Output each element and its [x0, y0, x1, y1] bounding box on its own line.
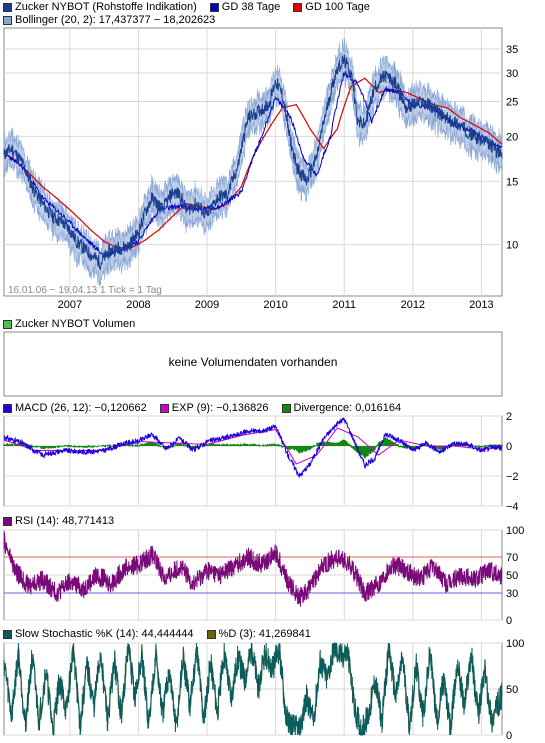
- legend-gd100: GD 100 Tage: [290, 1, 370, 13]
- legend-stoch-k-label: Slow Stochastic %K (14): 44,444444: [15, 628, 194, 640]
- macd-line: [3, 417, 503, 478]
- price-swatch: [3, 2, 12, 12]
- legend-bollinger: Bollinger (20, 2): 17,437377 − 18,202623: [0, 14, 215, 26]
- rsi-series: [3, 531, 503, 607]
- rsi-panel: 100 70 50 30 0: [3, 525, 524, 627]
- legend-stoch-k: Slow Stochastic %K (14): 44,444444: [0, 628, 194, 640]
- stoch-k-swatch: [3, 629, 12, 639]
- macd-y-axis: 2 0 −2 −4: [506, 411, 519, 513]
- divergence-swatch: [281, 403, 291, 413]
- macd-y-tick-label: 0: [506, 441, 512, 453]
- rsi-y-tick-label: 70: [506, 552, 518, 564]
- legend-exp-label: EXP (9): −0,136826: [171, 402, 269, 414]
- rsi-y-tick-label: 100: [506, 525, 524, 537]
- legend-stoch-d-label: %D (3): 41,269841: [218, 628, 311, 640]
- bollinger-legend: Bollinger (20, 2): 17,437377 − 18,202623: [0, 13, 225, 27]
- price-y-tick-label: 35: [506, 44, 518, 56]
- price-grid: [4, 28, 502, 296]
- macd-y-tick-label: −4: [506, 501, 519, 513]
- rsi-line: [3, 531, 503, 607]
- bollinger-band: [3, 38, 503, 288]
- legend-rsi: RSI (14): 48,771413: [0, 515, 114, 527]
- macd-swatch: [3, 403, 12, 413]
- price-x-axis: 2007 2008 2009 2010 2011 2012 2013: [58, 299, 494, 311]
- date-range-info: 16.01.06 − 19.04.13 1 Tick = 1 Tag: [8, 285, 162, 296]
- legend-divergence: Divergence: 0,016164: [279, 402, 402, 414]
- price-y-tick-label: 15: [506, 176, 518, 188]
- price-panel: 10 15 20 25 30 35 2007 2008 2009 2010 2011 2012 201…: [3, 27, 518, 311]
- stoch-panel: 100 50 0: [3, 638, 524, 742]
- stoch-series: [3, 642, 503, 737]
- price-x-tick-label: 2013: [469, 299, 493, 311]
- price-y-tick-label: 20: [506, 131, 518, 143]
- volume-frame: [3, 331, 503, 397]
- legend-macd-label: MACD (26, 12): −0,120662: [15, 402, 147, 414]
- no-volume-message: keine Volumendaten vorhanden: [169, 355, 338, 369]
- legend-gd38-label: GD 38 Tage: [221, 1, 281, 13]
- legend-exp: EXP (9): −0,136826: [157, 402, 269, 414]
- macd-legend: MACD (26, 12): −0,120662 EXP (9): −0,136…: [0, 401, 411, 415]
- legend-rsi-label: RSI (14): 48,771413: [15, 515, 115, 527]
- price-series: [3, 38, 503, 288]
- rsi-y-tick-label: 30: [506, 588, 518, 600]
- price-x-tick-label: 2012: [401, 299, 425, 311]
- price-y-tick-label: 30: [506, 68, 518, 80]
- bollinger-swatch: [3, 15, 12, 25]
- exp-swatch: [159, 403, 169, 413]
- legend-divergence-label: Divergence: 0,016164: [293, 402, 402, 414]
- gd38-swatch: [209, 2, 219, 12]
- stoch-y-tick-label: 100: [506, 638, 524, 650]
- legend-volume-label: Zucker NYBOT Volumen: [15, 318, 136, 330]
- price-x-tick-label: 2009: [195, 299, 219, 311]
- macd-grid: [4, 415, 502, 507]
- stoch-y-tick-label: 0: [506, 730, 512, 742]
- macd-y-tick-label: −2: [506, 471, 519, 483]
- stoch-y-tick-label: 50: [506, 684, 518, 696]
- price-x-tick-label: 2007: [58, 299, 82, 311]
- legend-gd100-label: GD 100 Tage: [305, 1, 370, 13]
- price-x-tick-label: 2011: [332, 299, 356, 311]
- volume-legend: Zucker NYBOT Volumen: [0, 317, 145, 331]
- price-x-tick-label: 2010: [263, 299, 287, 311]
- rsi-y-tick-label: 0: [506, 615, 512, 627]
- legend-volume: Zucker NYBOT Volumen: [0, 318, 135, 330]
- gd100-swatch: [293, 2, 303, 12]
- legend-price: Zucker NYBOT (Rohstoffe Indikation): [0, 1, 197, 13]
- macd-y-tick-label: 2: [506, 411, 512, 423]
- rsi-legend: RSI (14): 48,771413: [0, 514, 124, 528]
- macd-series: [3, 417, 503, 478]
- rsi-y-tick-label: 50: [506, 570, 518, 582]
- stoch-legend: Slow Stochastic %K (14): 44,444444 %D (3…: [0, 627, 321, 641]
- legend-macd: MACD (26, 12): −0,120662: [0, 402, 147, 414]
- legend-gd38: GD 38 Tage: [207, 1, 281, 13]
- legend-price-label: Zucker NYBOT (Rohstoffe Indikation): [15, 1, 197, 13]
- rsi-swatch: [3, 516, 12, 526]
- macd-panel: 2 0 −2 −4: [3, 411, 519, 513]
- rsi-y-axis: 100 70 50 30 0: [506, 525, 524, 627]
- stoch-y-axis: 100 50 0: [506, 638, 524, 742]
- price-y-axis: 10 15 20 25 30 35: [506, 44, 518, 252]
- price-x-tick-label: 2008: [126, 299, 150, 311]
- legend-stoch-d: %D (3): 41,269841: [204, 628, 311, 640]
- price-legend: Zucker NYBOT (Rohstoffe Indikation) GD 3…: [0, 0, 380, 14]
- stoch-d-swatch: [206, 629, 216, 639]
- price-y-tick-label: 25: [506, 96, 518, 108]
- price-y-tick-label: 10: [506, 240, 518, 252]
- stoch-k-line: [3, 642, 503, 737]
- volume-panel: keine Volumendaten vorhanden: [3, 331, 503, 397]
- price-line: [3, 54, 503, 271]
- legend-bollinger-label: Bollinger (20, 2): 17,437377 − 18,202623: [15, 14, 216, 26]
- volume-swatch: [3, 319, 12, 329]
